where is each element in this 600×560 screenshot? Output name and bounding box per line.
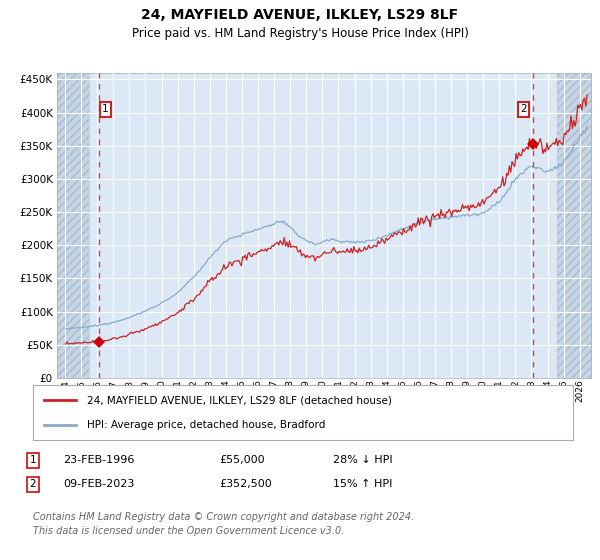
Text: 24, MAYFIELD AVENUE, ILKLEY, LS29 8LF (detached house): 24, MAYFIELD AVENUE, ILKLEY, LS29 8LF (d… bbox=[87, 395, 392, 405]
Text: 1: 1 bbox=[102, 104, 109, 114]
Text: 1: 1 bbox=[29, 455, 37, 465]
Text: 28% ↓ HPI: 28% ↓ HPI bbox=[333, 455, 392, 465]
Text: Price paid vs. HM Land Registry's House Price Index (HPI): Price paid vs. HM Land Registry's House … bbox=[131, 27, 469, 40]
Text: Contains HM Land Registry data © Crown copyright and database right 2024.
This d: Contains HM Land Registry data © Crown c… bbox=[33, 512, 414, 536]
Text: 09-FEB-2023: 09-FEB-2023 bbox=[63, 479, 134, 489]
Text: HPI: Average price, detached house, Bradford: HPI: Average price, detached house, Brad… bbox=[87, 421, 325, 430]
Text: £352,500: £352,500 bbox=[219, 479, 272, 489]
Text: £55,000: £55,000 bbox=[219, 455, 265, 465]
Text: 15% ↑ HPI: 15% ↑ HPI bbox=[333, 479, 392, 489]
Text: 24, MAYFIELD AVENUE, ILKLEY, LS29 8LF: 24, MAYFIELD AVENUE, ILKLEY, LS29 8LF bbox=[142, 8, 458, 22]
Text: 2: 2 bbox=[520, 104, 527, 114]
Text: 23-FEB-1996: 23-FEB-1996 bbox=[63, 455, 134, 465]
Text: 2: 2 bbox=[29, 479, 37, 489]
